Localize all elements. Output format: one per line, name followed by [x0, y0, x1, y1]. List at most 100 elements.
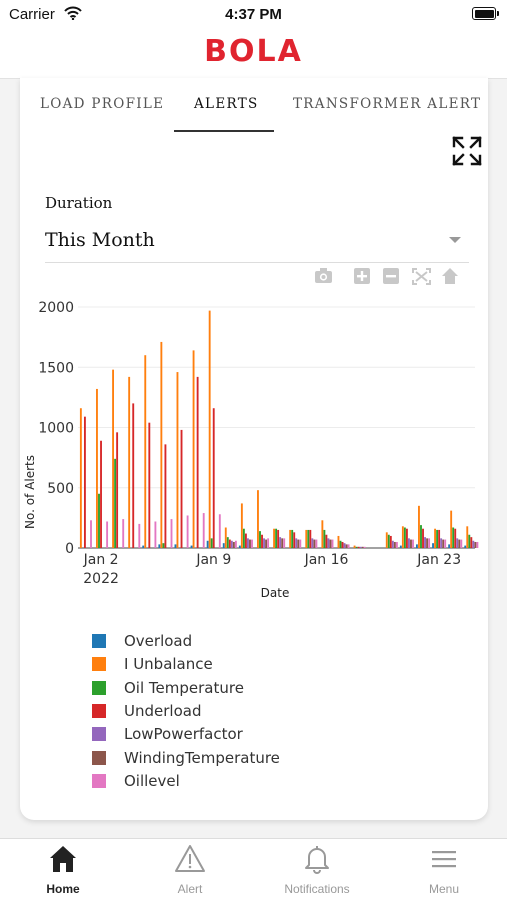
- bar-overload[interactable]: [206, 540, 209, 548]
- bar-windingtemperature[interactable]: [361, 546, 364, 548]
- duration-select[interactable]: This Month: [45, 224, 469, 263]
- bar-oil-temperature[interactable]: [403, 527, 406, 548]
- camera-icon[interactable]: [315, 268, 332, 283]
- bar-oillevel[interactable]: [90, 520, 92, 548]
- bar-i-unbalance[interactable]: [257, 490, 259, 548]
- bar-windingtemperature[interactable]: [345, 544, 348, 548]
- bar-oil-temperature[interactable]: [387, 534, 390, 548]
- nav-alert[interactable]: Alert: [127, 839, 253, 901]
- fullscreen-expand-icon[interactable]: [451, 135, 483, 167]
- bar-underload[interactable]: [148, 422, 151, 548]
- bar-lowpowerfactor[interactable]: [327, 538, 330, 548]
- bar-oillevel[interactable]: [315, 539, 318, 548]
- bar-oillevel[interactable]: [299, 539, 302, 548]
- bar-underload[interactable]: [341, 541, 344, 548]
- bar-underload[interactable]: [405, 528, 408, 548]
- bar-oillevel[interactable]: [218, 514, 221, 548]
- bar-oil-temperature[interactable]: [242, 528, 245, 548]
- bar-windingtemperature[interactable]: [426, 538, 429, 548]
- bar-overload[interactable]: [432, 543, 434, 548]
- bar-underload[interactable]: [261, 534, 263, 548]
- bar-oillevel[interactable]: [412, 539, 414, 548]
- bar-lowpowerfactor[interactable]: [440, 538, 443, 548]
- bar-i-unbalance[interactable]: [418, 505, 420, 548]
- bar-overload[interactable]: [190, 545, 193, 548]
- bar-i-unbalance[interactable]: [289, 529, 292, 548]
- bar-oillevel[interactable]: [251, 539, 253, 548]
- bar-oil-temperature[interactable]: [98, 493, 100, 548]
- bar-underload[interactable]: [293, 532, 296, 548]
- bar-i-unbalance[interactable]: [144, 355, 147, 548]
- bar-oillevel[interactable]: [476, 541, 479, 548]
- bar-oillevel[interactable]: [154, 521, 157, 548]
- bar-i-unbalance[interactable]: [450, 510, 453, 548]
- nav-menu[interactable]: Menu: [381, 839, 507, 901]
- bar-i-unbalance[interactable]: [321, 520, 324, 548]
- bar-underload[interactable]: [454, 528, 457, 548]
- bar-oillevel[interactable]: [186, 515, 189, 548]
- bar-oillevel[interactable]: [106, 521, 109, 548]
- bar-lowpowerfactor[interactable]: [472, 540, 475, 548]
- bar-underload[interactable]: [277, 529, 280, 548]
- bar-oillevel[interactable]: [460, 539, 463, 548]
- bar-overload[interactable]: [222, 543, 225, 548]
- bar-oil-temperature[interactable]: [275, 528, 278, 548]
- bar-lowpowerfactor[interactable]: [408, 538, 410, 548]
- bar-lowpowerfactor[interactable]: [391, 540, 394, 548]
- bar-underload[interactable]: [325, 534, 328, 548]
- bar-i-unbalance[interactable]: [112, 369, 114, 548]
- bar-lowpowerfactor[interactable]: [456, 538, 459, 548]
- bar-oil-temperature[interactable]: [114, 458, 117, 548]
- bar-overload[interactable]: [464, 545, 467, 548]
- nav-home[interactable]: Home: [0, 839, 126, 901]
- bar-i-unbalance[interactable]: [79, 408, 82, 548]
- tab-transformer-alert[interactable]: TRANSFORMER ALERT: [293, 96, 482, 112]
- bar-oil-temperature[interactable]: [307, 529, 310, 548]
- bar-underload[interactable]: [228, 539, 231, 548]
- bar-windingtemperature[interactable]: [249, 539, 251, 548]
- bar-windingtemperature[interactable]: [442, 539, 445, 548]
- bar-oil-temperature[interactable]: [452, 527, 455, 548]
- bar-oillevel[interactable]: [202, 513, 205, 548]
- bar-oillevel[interactable]: [347, 544, 350, 548]
- bar-oillevel[interactable]: [363, 546, 366, 548]
- reset-home-icon[interactable]: [442, 268, 458, 284]
- bar-overload[interactable]: [416, 544, 418, 548]
- zoom-out-icon[interactable]: [383, 268, 399, 284]
- bar-windingtemperature[interactable]: [458, 539, 461, 548]
- bar-oil-temperature[interactable]: [291, 529, 294, 548]
- bar-windingtemperature[interactable]: [297, 539, 300, 548]
- bar-underload[interactable]: [180, 429, 183, 548]
- bar-underload[interactable]: [422, 528, 424, 548]
- bar-underload[interactable]: [100, 440, 102, 548]
- bar-underload[interactable]: [116, 432, 119, 548]
- bar-windingtemperature[interactable]: [410, 539, 412, 548]
- bar-oil-temperature[interactable]: [420, 525, 422, 548]
- bar-underload[interactable]: [470, 537, 473, 548]
- bar-oil-temperature[interactable]: [436, 529, 439, 548]
- bar-overload[interactable]: [142, 545, 145, 548]
- bar-i-unbalance[interactable]: [208, 310, 211, 548]
- bar-i-unbalance[interactable]: [176, 372, 179, 548]
- bar-i-unbalance[interactable]: [160, 341, 163, 548]
- bar-oillevel[interactable]: [444, 539, 447, 548]
- bar-underload[interactable]: [357, 546, 360, 548]
- bar-lowpowerfactor[interactable]: [359, 546, 362, 548]
- bar-i-unbalance[interactable]: [434, 528, 436, 548]
- bar-lowpowerfactor[interactable]: [311, 538, 314, 548]
- tab-load-profile[interactable]: LOAD PROFILE: [40, 96, 165, 112]
- bar-lowpowerfactor[interactable]: [295, 538, 298, 548]
- bar-i-unbalance[interactable]: [192, 350, 195, 548]
- zoom-in-icon[interactable]: [354, 268, 370, 284]
- tab-alerts[interactable]: ALERTS: [194, 96, 259, 112]
- bar-underload[interactable]: [244, 533, 247, 548]
- nav-notifications[interactable]: Notifications: [254, 839, 380, 901]
- bar-overload[interactable]: [158, 544, 161, 548]
- bar-lowpowerfactor[interactable]: [247, 538, 249, 548]
- bar-underload[interactable]: [309, 529, 312, 548]
- bar-i-unbalance[interactable]: [240, 503, 243, 548]
- bar-oillevel[interactable]: [138, 523, 141, 548]
- bar-i-unbalance[interactable]: [273, 528, 275, 548]
- bar-underload[interactable]: [212, 408, 215, 548]
